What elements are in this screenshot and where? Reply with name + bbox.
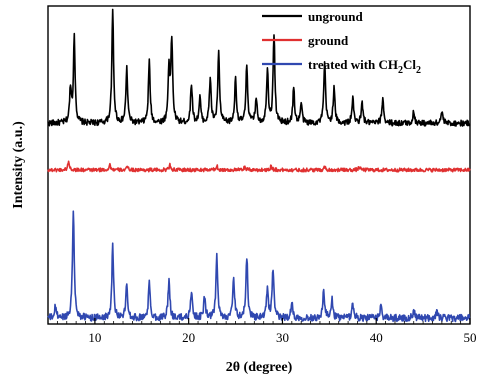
x-tick-label: 20 bbox=[182, 330, 195, 345]
y-axis-label: Intensity (a.u.) bbox=[11, 121, 26, 209]
legend-label-unground: unground bbox=[308, 9, 363, 24]
legend-label-treated: treated with CH2Cl2 bbox=[308, 57, 421, 76]
series-layer bbox=[47, 8, 471, 323]
legend-label-ground: ground bbox=[308, 33, 349, 48]
series-line-treated bbox=[47, 210, 471, 323]
x-ticks: 10 20 30 40 50 bbox=[47, 318, 477, 345]
plot-frame bbox=[47, 5, 471, 325]
x-tick-label: 40 bbox=[370, 330, 383, 345]
x-axis-label: 2θ (degree) bbox=[226, 360, 293, 375]
series-line-unground bbox=[47, 8, 471, 127]
series-line-ground bbox=[47, 160, 471, 173]
x-tick-label: 50 bbox=[464, 330, 477, 345]
x-tick-label: 30 bbox=[276, 330, 289, 345]
legend: unground ground treated with CH2Cl2 bbox=[262, 9, 421, 76]
x-tick-label: 10 bbox=[88, 330, 101, 345]
